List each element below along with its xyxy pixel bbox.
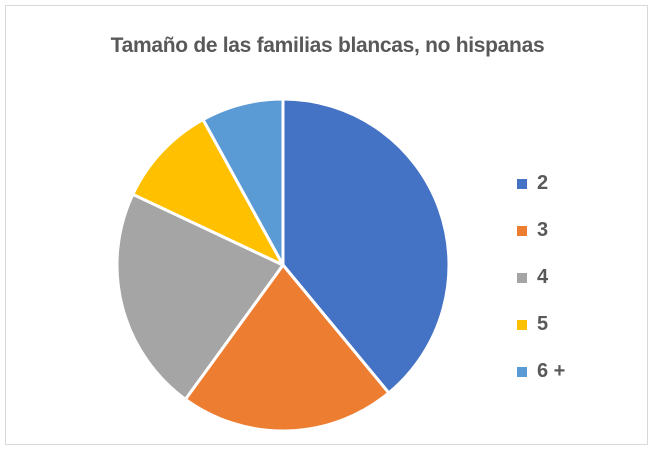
pie-slice-5 bbox=[131, 118, 285, 267]
legend-item: 6 + bbox=[517, 348, 565, 395]
legend-item: 5 bbox=[517, 301, 565, 348]
legend-swatch bbox=[517, 272, 527, 283]
legend-swatch bbox=[517, 319, 527, 330]
legend-label: 2 bbox=[537, 172, 549, 194]
pie-slice-2 bbox=[281, 97, 451, 395]
pie-slice-3 bbox=[183, 263, 391, 433]
legend-label: 3 bbox=[537, 219, 549, 241]
legend-label: 5 bbox=[537, 313, 549, 335]
legend-swatch bbox=[517, 366, 527, 377]
legend-item: 4 bbox=[517, 254, 565, 301]
legend-swatch bbox=[517, 178, 527, 189]
legend: 2 3 4 5 6 + bbox=[517, 160, 565, 395]
legend-item: 2 bbox=[517, 160, 565, 207]
pie-slice-6 bbox=[201, 97, 285, 267]
legend-label: 4 bbox=[537, 266, 549, 288]
legend-item: 3 bbox=[517, 207, 565, 254]
legend-swatch bbox=[517, 225, 527, 236]
legend-label: 6 + bbox=[537, 360, 566, 382]
chart-title: Tamaño de las familias blancas, no hispa… bbox=[110, 34, 545, 57]
